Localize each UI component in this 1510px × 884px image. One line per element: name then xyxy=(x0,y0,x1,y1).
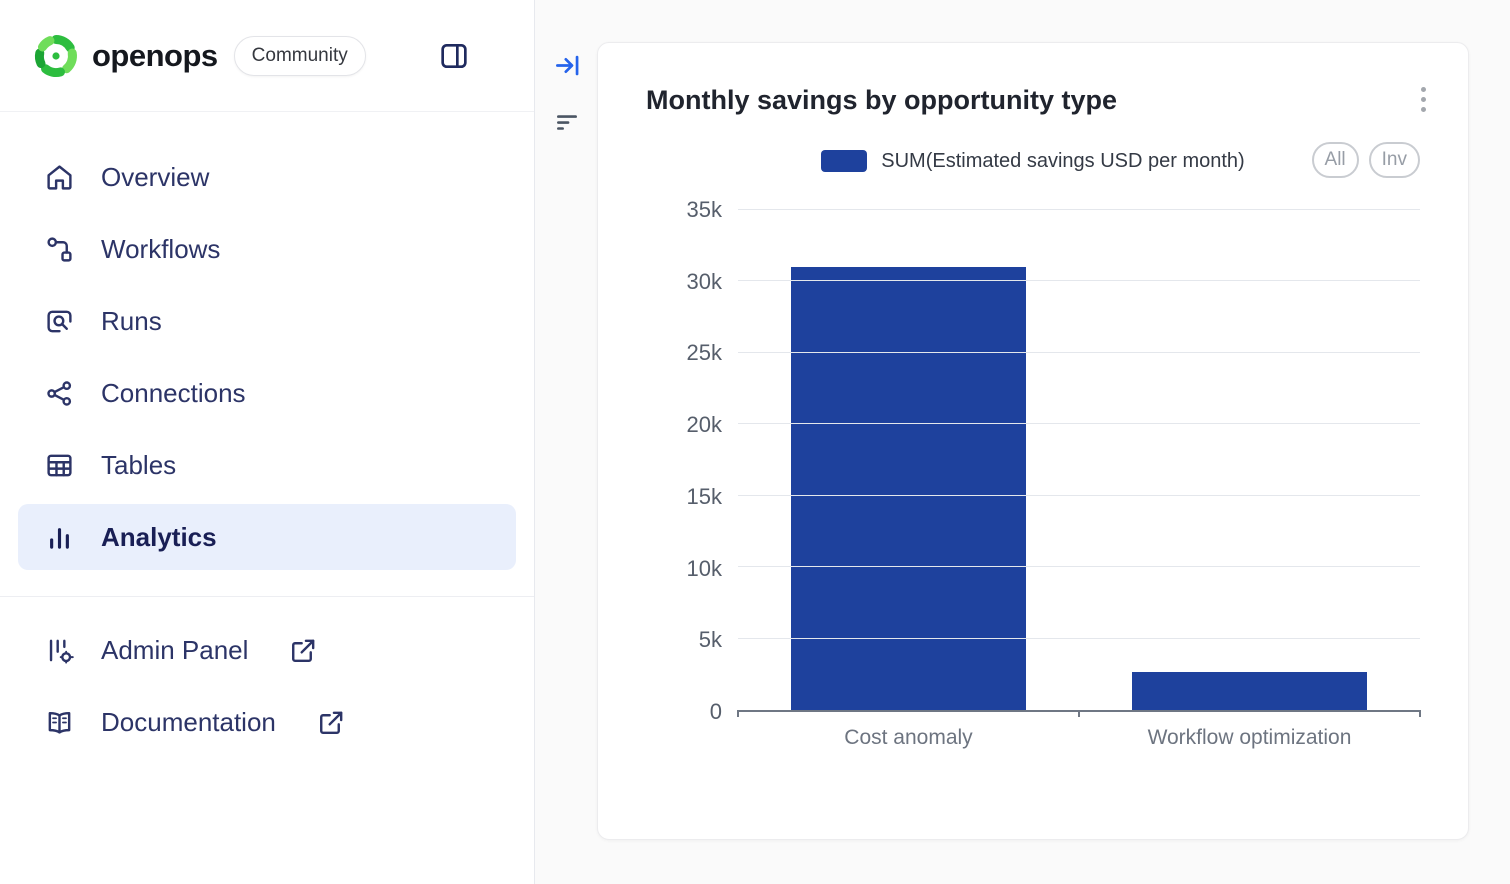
sidebar-item-connections[interactable]: Connections xyxy=(18,360,516,426)
sidebar-header: openops Community xyxy=(0,0,534,112)
workflow-icon xyxy=(45,235,74,264)
sidebar-item-label: Connections xyxy=(101,377,246,408)
sidebar-collapse-button[interactable] xyxy=(438,40,470,72)
x-axis-tick xyxy=(737,710,739,717)
table-icon xyxy=(45,451,74,480)
bar-chart: 0 5k 10k 15k 20k 25k 30k 35k xyxy=(646,197,1421,724)
y-tick-label: 25k xyxy=(686,340,722,366)
sidebar-item-label: Tables xyxy=(101,449,177,480)
legend-all-button[interactable]: All xyxy=(1311,142,1359,178)
book-icon xyxy=(45,708,74,737)
community-badge: Community xyxy=(233,35,366,76)
y-tick-label: 20k xyxy=(686,412,722,438)
sidebar-item-label: Overview xyxy=(101,161,210,192)
sidebar-item-label: Documentation xyxy=(101,706,276,737)
sidebar-item-label: Runs xyxy=(101,305,162,336)
y-tick-label: 35k xyxy=(686,197,722,222)
gridline xyxy=(738,351,1420,353)
logo-text: openops xyxy=(92,37,218,73)
legend-item[interactable]: SUM(Estimated savings USD per month) xyxy=(821,149,1245,173)
legend-inverse-button[interactable]: Inv xyxy=(1368,142,1420,178)
gridline xyxy=(738,566,1420,568)
sidebar-item-runs[interactable]: Runs xyxy=(18,288,516,354)
sidebar-item-label: Workflows xyxy=(101,233,221,264)
share-icon xyxy=(45,379,74,408)
y-tick-label: 0 xyxy=(709,699,722,724)
bar-cell xyxy=(1079,210,1420,710)
expand-panel-button[interactable] xyxy=(554,52,581,79)
sidebar-item-documentation[interactable]: Documentation xyxy=(18,689,516,755)
gridline xyxy=(738,280,1420,282)
filter-button[interactable] xyxy=(554,109,581,135)
runs-icon xyxy=(45,307,74,336)
sidebar-item-analytics[interactable]: Analytics xyxy=(18,504,516,570)
sidebar-item-tables[interactable]: Tables xyxy=(18,432,516,498)
admin-panel-icon xyxy=(45,636,74,665)
bar-cost-anomaly[interactable] xyxy=(790,267,1027,710)
chart-x-labels: Cost anomaly Workflow optimization xyxy=(738,712,1420,750)
legend-label: SUM(Estimated savings USD per month) xyxy=(881,149,1245,172)
sidebar-item-admin-panel[interactable]: Admin Panel xyxy=(18,617,516,683)
openops-logo-icon xyxy=(34,34,77,77)
x-category-label: Cost anomaly xyxy=(844,726,973,749)
y-tick-label: 15k xyxy=(686,483,722,509)
chart-bars xyxy=(738,210,1420,710)
sidebar-item-overview[interactable]: Overview xyxy=(18,144,516,210)
chart-y-axis: 0 5k 10k 15k 20k 25k 30k 35k xyxy=(646,197,738,724)
gridline xyxy=(738,494,1420,496)
gridline xyxy=(738,637,1420,639)
external-link-icon xyxy=(289,636,318,665)
bar-cell xyxy=(738,210,1079,710)
chart-card: Monthly savings by opportunity type SUM(… xyxy=(597,42,1469,840)
chart-plot xyxy=(737,209,1421,717)
home-icon xyxy=(45,163,74,192)
y-tick-label: 10k xyxy=(686,555,722,581)
chart-legend-row: SUM(Estimated savings USD per month) All… xyxy=(646,142,1420,180)
chart-x-axis: Cost anomaly Workflow optimization xyxy=(646,712,1420,750)
openops-logo: openops xyxy=(32,32,218,80)
sidebar-item-label: Admin Panel xyxy=(101,634,249,665)
sidebar-item-workflows[interactable]: Workflows xyxy=(18,216,516,282)
x-axis-tick xyxy=(1078,710,1080,717)
filter-icon xyxy=(557,115,577,130)
card-menu-button[interactable] xyxy=(1417,83,1430,116)
panel-toggle-icon xyxy=(441,43,467,68)
sidebar: openops Community Overview Workflows xyxy=(0,0,535,884)
sidebar-footer-nav: Admin Panel Documentation xyxy=(0,617,534,761)
panel-controls xyxy=(554,52,581,135)
arrow-to-bar-icon xyxy=(556,55,579,76)
sidebar-item-label: Analytics xyxy=(101,521,217,552)
bar-chart-icon xyxy=(45,523,74,552)
main-content: Monthly savings by opportunity type SUM(… xyxy=(535,0,1510,884)
legend-buttons: All Inv xyxy=(1311,142,1420,178)
gridline xyxy=(738,209,1420,210)
kebab-icon xyxy=(1421,87,1426,92)
legend-swatch xyxy=(821,150,868,172)
x-axis-tick xyxy=(1419,710,1421,717)
y-tick-label: 30k xyxy=(686,268,722,294)
external-link-icon xyxy=(317,708,346,737)
x-category-label: Workflow optimization xyxy=(1147,726,1352,749)
bar-workflow-optimization[interactable] xyxy=(1131,672,1368,710)
y-tick-label: 5k xyxy=(698,627,722,653)
sidebar-nav: Overview Workflows Runs Connections xyxy=(0,112,534,576)
gridline xyxy=(738,423,1420,425)
sidebar-divider xyxy=(0,596,534,597)
chart-card-title: Monthly savings by opportunity type xyxy=(646,85,1118,115)
